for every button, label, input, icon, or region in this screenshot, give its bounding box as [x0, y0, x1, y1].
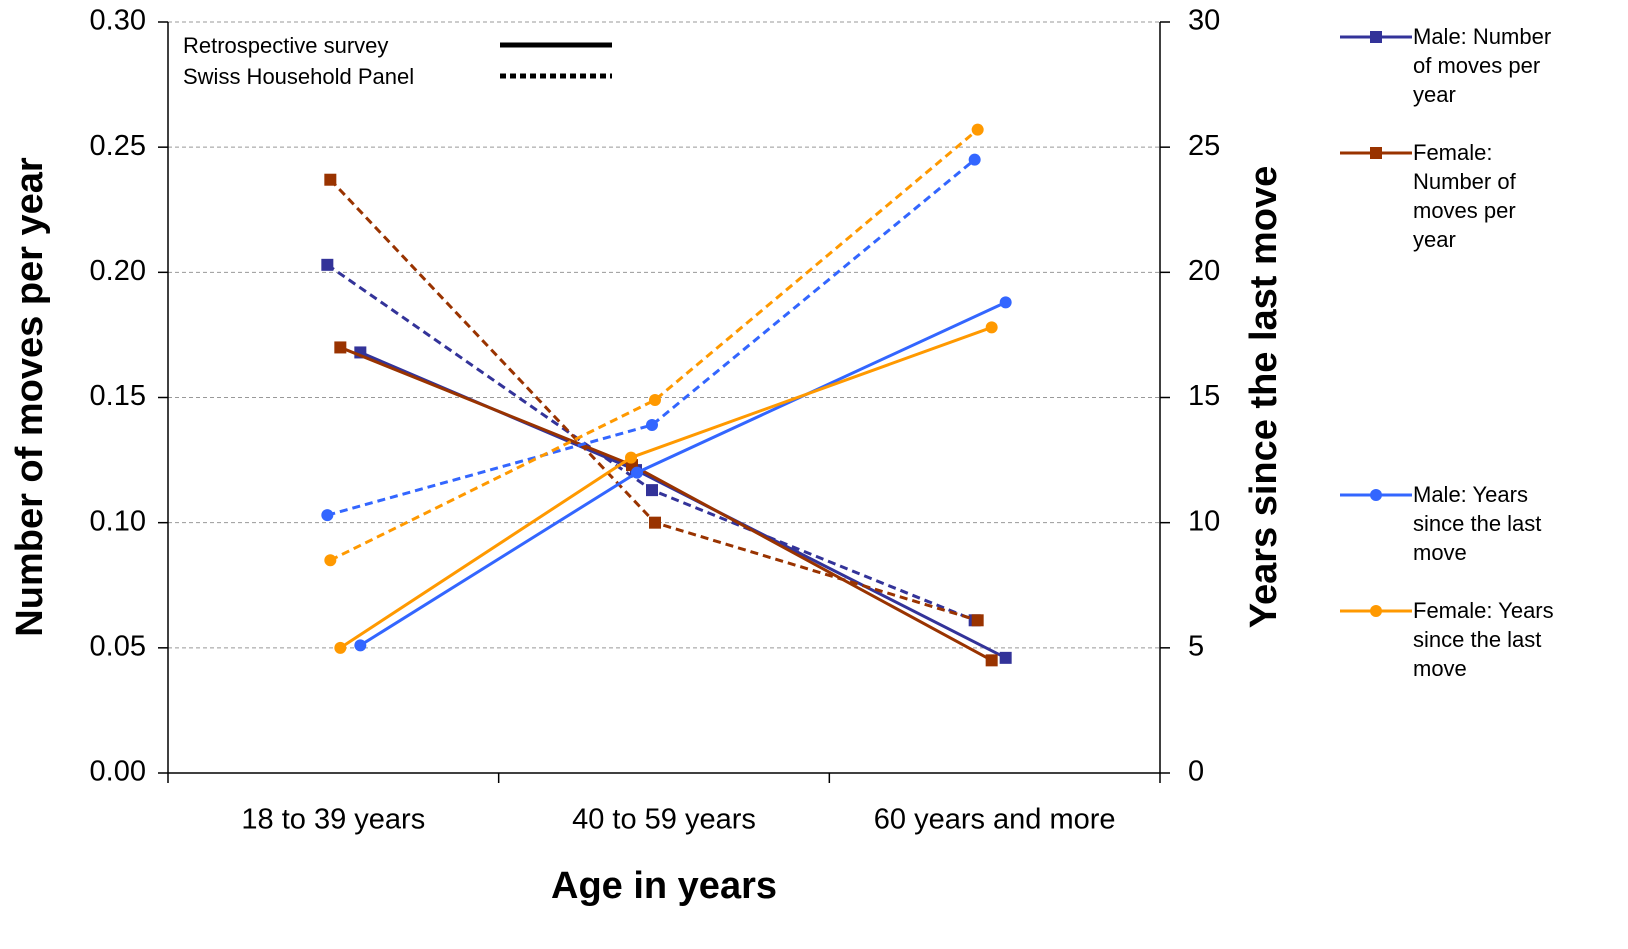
marker [324, 554, 337, 567]
y-tick-label: 0.20 [90, 255, 146, 287]
marker [649, 516, 661, 529]
line-style-label: Retrospective survey [183, 33, 388, 58]
y-tick-label: 0.25 [90, 130, 146, 162]
legend-icon [1340, 147, 1412, 159]
y2-tick-label: 0 [1188, 756, 1204, 788]
legend-label: Male: Number of moves per year [1413, 24, 1552, 107]
series-line [326, 158, 976, 517]
y2-axis-title: Years since the last move [1243, 166, 1285, 629]
marker [321, 509, 334, 522]
y-tick-label: 0.00 [90, 756, 146, 788]
marker [999, 651, 1012, 664]
x-tick-label: 60 years and more [874, 804, 1116, 836]
marker [971, 123, 984, 136]
marker [999, 296, 1012, 309]
legend-label: Female: Years since the last move [1413, 598, 1554, 681]
y-axis-title: Number of moves per year [9, 157, 51, 637]
x-axis-title: Age in years [551, 865, 777, 907]
x-tick-label: 40 to 59 years [572, 804, 756, 836]
y2-tick-label: 10 [1188, 505, 1220, 537]
y2-tick-label: 30 [1188, 5, 1220, 37]
marker [631, 466, 643, 479]
line-style-label: Swiss Household Panel [183, 64, 414, 89]
x-tick-label: 18 to 39 years [241, 804, 425, 836]
marker [985, 321, 998, 334]
legend-icon [1340, 31, 1412, 43]
marker [968, 153, 981, 166]
marker [321, 258, 334, 271]
series-line [326, 263, 976, 622]
legend-marker [1370, 605, 1382, 617]
marker [334, 641, 347, 654]
marker [354, 639, 367, 652]
legend-marker [1370, 31, 1382, 43]
series-line [339, 346, 993, 662]
y-tick-label: 0.15 [90, 380, 146, 412]
y-tick-label: 0.05 [90, 630, 146, 662]
legend-label: Male: Years since the last move [1413, 482, 1542, 565]
marker [646, 419, 658, 432]
marker [646, 484, 658, 497]
legend-marker [1370, 489, 1382, 501]
legend-icon [1340, 605, 1412, 617]
legend-marker [1370, 147, 1382, 159]
legend-label: Female: Number of moves per year [1413, 140, 1516, 252]
y2-tick-label: 5 [1188, 630, 1204, 662]
y2-tick-label: 25 [1188, 130, 1220, 162]
marker [625, 451, 637, 464]
series-line [329, 128, 979, 562]
legend-icon [1340, 489, 1412, 501]
y2-tick-label: 20 [1188, 255, 1220, 287]
y2-tick-label: 15 [1188, 380, 1220, 412]
marker [334, 341, 347, 354]
marker [324, 173, 337, 186]
marker [649, 394, 661, 407]
marker [971, 614, 984, 627]
y-tick-label: 0.30 [90, 5, 146, 37]
marker [985, 654, 998, 667]
y-tick-label: 0.10 [90, 505, 146, 537]
